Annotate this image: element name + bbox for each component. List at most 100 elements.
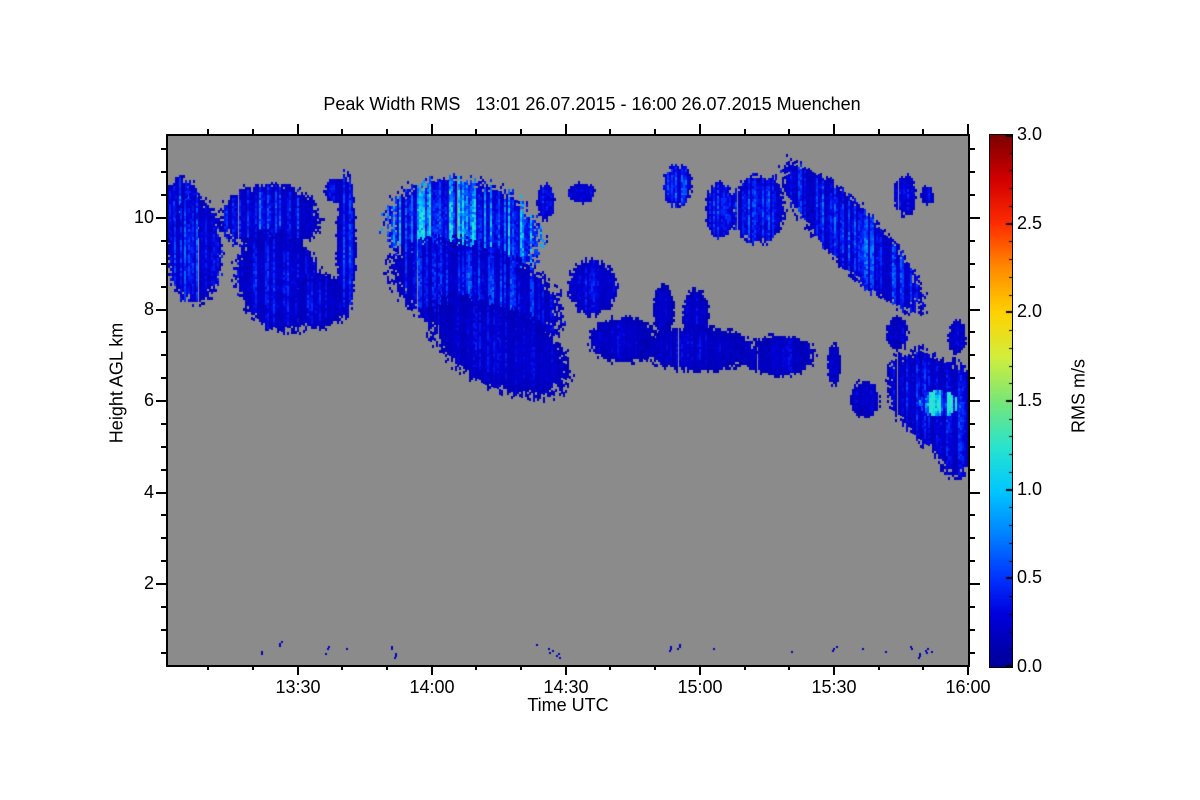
axis-tick [970, 148, 975, 150]
axis-tick [161, 537, 166, 539]
axis-tick [161, 194, 166, 196]
axis-tick [970, 606, 975, 608]
axis-tick [970, 217, 980, 219]
axis-tick [161, 446, 166, 448]
axis-tick [156, 492, 166, 494]
colorbar-tick-label: 2.0 [1017, 301, 1043, 322]
axis-tick [161, 331, 166, 333]
axis-tick [475, 129, 477, 134]
axis-tick [922, 665, 924, 670]
axis-tick [386, 129, 388, 134]
axis-tick [207, 129, 209, 134]
axis-tick [161, 560, 166, 562]
axis-tick [967, 665, 969, 675]
axis-tick [970, 652, 975, 654]
colorbar-tick-label: 2.5 [1017, 212, 1043, 233]
axis-tick [970, 537, 975, 539]
axis-tick [520, 665, 522, 670]
y-axis-label: Height AGL km [106, 322, 127, 444]
colorbar-canvas [990, 135, 1012, 667]
y-tick-label: 2 [143, 573, 154, 593]
axis-tick [161, 171, 166, 173]
axis-tick [341, 129, 343, 134]
axis-tick [156, 309, 166, 311]
axis-tick [431, 665, 433, 675]
x-tick-label: 15:00 [677, 677, 723, 697]
axis-tick [970, 240, 975, 242]
axis-tick [207, 665, 209, 670]
heatmap-canvas [168, 136, 968, 665]
axis-tick [609, 665, 611, 670]
axis-tick [156, 400, 166, 402]
axis-tick [386, 665, 388, 670]
axis-tick [970, 560, 975, 562]
x-tick-label: 16:00 [945, 677, 991, 697]
axis-tick [156, 217, 166, 219]
axis-tick [609, 129, 611, 134]
axis-tick [161, 514, 166, 516]
axis-tick [744, 665, 746, 670]
axis-tick [970, 354, 975, 356]
x-tick-label: 15:30 [811, 677, 857, 697]
axis-tick [744, 129, 746, 134]
axis-tick [970, 423, 975, 425]
y-tick-label: 4 [143, 482, 154, 502]
axis-tick [654, 129, 656, 134]
axis-tick [341, 665, 343, 670]
axis-tick [970, 194, 975, 196]
axis-tick [833, 124, 835, 134]
axis-tick [161, 354, 166, 356]
axis-tick [161, 469, 166, 471]
plot-area [166, 134, 970, 667]
x-axis-label: Time UTC [527, 695, 609, 715]
axis-tick [967, 124, 969, 134]
axis-tick [161, 148, 166, 150]
x-tick-label: 13:30 [275, 677, 321, 697]
axis-tick [161, 652, 166, 654]
axis-tick [970, 377, 975, 379]
axis-tick [970, 446, 975, 448]
axis-tick [970, 400, 980, 402]
axis-tick [520, 129, 522, 134]
axis-tick [970, 331, 975, 333]
axis-tick [970, 309, 980, 311]
axis-tick [833, 665, 835, 675]
axis-tick [970, 583, 980, 585]
axis-tick [970, 629, 975, 631]
axis-tick [788, 129, 790, 134]
colorbar-tick-label: 1.5 [1017, 390, 1043, 410]
axis-tick [431, 124, 433, 134]
axis-tick [970, 286, 975, 288]
axis-tick [654, 665, 656, 670]
colorbar-tick-label: 0.0 [1017, 656, 1043, 676]
axis-tick [970, 171, 975, 173]
axis-tick [699, 124, 701, 134]
axis-tick [156, 583, 166, 585]
axis-tick [970, 263, 975, 265]
axis-tick [161, 286, 166, 288]
axis-tick [922, 129, 924, 134]
axis-tick [878, 129, 880, 134]
axis-tick [297, 665, 299, 675]
axis-tick [161, 629, 166, 631]
axis-tick [565, 124, 567, 134]
axis-tick [161, 263, 166, 265]
colorbar-tick-label: 0.5 [1017, 567, 1043, 588]
colorbar [989, 134, 1013, 668]
axis-tick [252, 129, 254, 134]
colorbar-tick-label: 1.0 [1017, 478, 1043, 499]
axis-tick [252, 665, 254, 670]
axis-tick [699, 665, 701, 675]
axis-tick [297, 124, 299, 134]
axis-tick [475, 665, 477, 670]
axis-tick [161, 377, 166, 379]
axis-tick [878, 665, 880, 670]
colorbar-tick-label: 3.0 [1017, 124, 1043, 144]
axis-tick [161, 423, 166, 425]
axis-tick [161, 606, 166, 608]
x-tick-label: 14:00 [409, 677, 455, 697]
x-tick-label: 14:30 [543, 677, 589, 697]
y-tick-label: 10 [133, 207, 154, 227]
y-tick-label: 8 [143, 299, 154, 319]
